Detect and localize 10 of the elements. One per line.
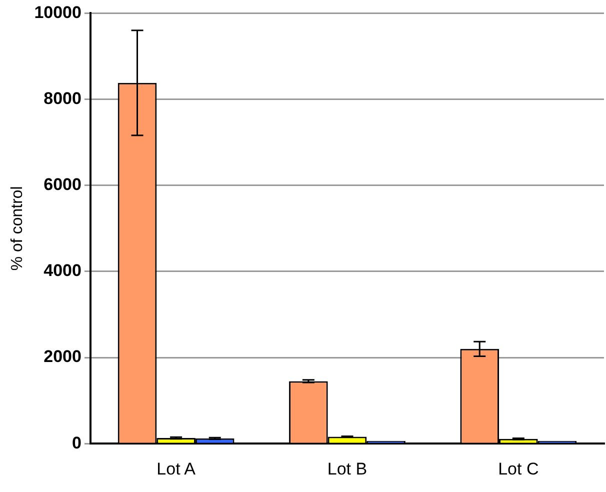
x-tick-label: Lot A	[156, 459, 196, 478]
y-tick-label: 6000	[44, 175, 82, 194]
y-tick-label: 0	[72, 433, 82, 452]
x-tick-label: Lot B	[327, 459, 368, 478]
y-tick-label: 2000	[44, 347, 82, 366]
y-tick-label: 4000	[44, 261, 82, 280]
x-tick-label: Lot C	[498, 459, 539, 478]
y-tick-label: 10000	[34, 2, 82, 22]
y-tick-label: 8000	[44, 88, 82, 108]
y-axis-title: % of control	[9, 186, 26, 271]
